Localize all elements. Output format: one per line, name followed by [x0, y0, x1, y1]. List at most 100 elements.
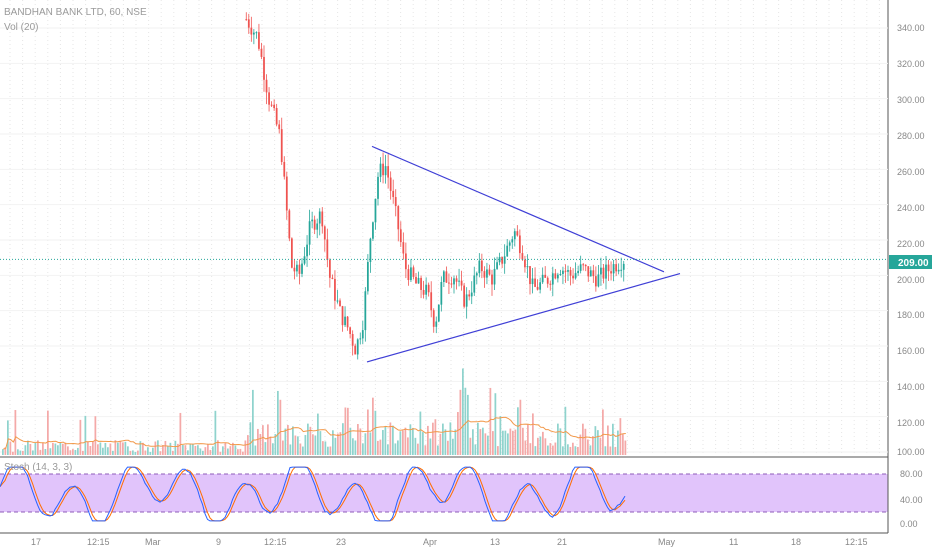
volume-bar — [224, 442, 227, 455]
volume-bar — [412, 427, 414, 455]
volume-bar — [7, 420, 9, 455]
volume-bar — [147, 447, 149, 455]
volume-bar — [582, 423, 584, 455]
volume-bar — [177, 443, 179, 455]
price-axis[interactable]: 340.00 320.00 300.00 280.00 260.00 240.0… — [897, 23, 925, 457]
volume-bar — [447, 440, 449, 455]
price-tick: 260.00 — [897, 167, 925, 177]
volume-bar — [9, 441, 12, 455]
upper-trendline[interactable] — [371, 145, 665, 273]
volume-bar — [19, 450, 22, 455]
lower-trendline[interactable] — [366, 272, 681, 363]
time-tick: 12:15 — [845, 537, 868, 547]
volume-bar — [52, 442, 54, 455]
volume-bar — [119, 440, 122, 455]
candle-body — [567, 270, 569, 272]
volume-bar — [179, 412, 182, 455]
candle-body — [524, 259, 526, 268]
volume-bar — [257, 428, 259, 455]
volume-bar — [234, 445, 237, 455]
volume-bar — [252, 389, 254, 455]
volume-bar — [492, 431, 494, 455]
candle-body — [382, 163, 384, 176]
candle-body — [526, 266, 529, 268]
time-tick: 11 — [729, 537, 738, 547]
volume-bar — [322, 441, 324, 455]
candle-body — [432, 310, 435, 327]
volume-bar — [522, 427, 524, 455]
volume-bar — [547, 445, 549, 455]
symbol-title: BANDHAN BANK LTD, 60, NSE — [4, 7, 147, 18]
volume-bar — [387, 444, 389, 455]
volume-bar — [352, 438, 354, 455]
volume-bar — [34, 442, 37, 455]
volume-bar — [259, 433, 262, 455]
volume-bar — [92, 441, 94, 455]
volume-bar — [534, 446, 537, 455]
candle-body — [463, 285, 466, 307]
candle-body — [273, 104, 276, 108]
candle-body — [503, 256, 506, 264]
volume-bar — [134, 451, 137, 455]
candle-body — [556, 274, 559, 279]
time-axis[interactable]: 17 12:15 Mar 9 12:15 23 Apr 13 21 May 11… — [31, 537, 868, 547]
volume-bar — [497, 446, 499, 455]
volume-bar — [537, 437, 539, 455]
volume-bar — [209, 449, 212, 455]
volume-bar — [27, 440, 29, 455]
volume-bar — [159, 451, 162, 455]
volume-bar — [262, 425, 264, 455]
volume-bar — [532, 413, 534, 455]
volume-bar — [429, 438, 432, 455]
volume-bar — [577, 446, 579, 455]
volume-bar — [62, 443, 64, 455]
candle-body — [392, 190, 395, 198]
candle-body — [572, 275, 574, 279]
volume-bar — [279, 399, 282, 455]
volume-bar — [267, 424, 269, 455]
volume-bar — [307, 423, 309, 455]
last-price-badge — [889, 255, 932, 269]
stoch-tick: 40.00 — [900, 495, 923, 505]
candle-body — [258, 32, 260, 49]
candle-body — [602, 267, 605, 279]
volume-bar — [59, 442, 62, 455]
volume-bar — [402, 430, 404, 455]
time-tick: May — [658, 537, 676, 547]
candle-body — [278, 124, 281, 130]
volume-bar — [129, 450, 132, 455]
volume-bar — [39, 449, 42, 455]
candle-body — [379, 163, 382, 177]
volume-bar — [282, 440, 284, 455]
volume-bar — [359, 428, 362, 455]
volume-bar — [87, 441, 89, 455]
candle-body — [374, 198, 377, 223]
candle-body — [442, 271, 445, 282]
volume-bar — [404, 427, 407, 455]
stoch-band — [0, 474, 888, 512]
volume-bar — [594, 426, 597, 455]
candle-body — [384, 166, 387, 176]
candle-body — [308, 221, 311, 245]
time-tick: 17 — [31, 537, 41, 547]
candle-body — [366, 262, 369, 292]
volume-bar — [124, 441, 127, 455]
volume-bar — [442, 423, 444, 455]
volume-bar — [314, 435, 317, 455]
volume-bar — [244, 440, 247, 455]
volume-bar — [4, 447, 7, 455]
volume-bar — [422, 432, 424, 455]
volume-bar — [602, 409, 604, 455]
volume-bar — [169, 442, 172, 455]
candle-body — [612, 264, 615, 274]
price-tick: 140.00 — [897, 382, 925, 392]
volume-bar — [394, 443, 397, 455]
stoch-axis[interactable]: 80.00 40.00 0.00 — [900, 469, 923, 529]
time-tick: 9 — [216, 537, 221, 547]
candle-body — [529, 266, 531, 285]
candle-body — [582, 264, 585, 266]
candle-body — [478, 260, 481, 274]
volume-bar — [397, 440, 399, 455]
time-tick: Apr — [423, 537, 437, 547]
